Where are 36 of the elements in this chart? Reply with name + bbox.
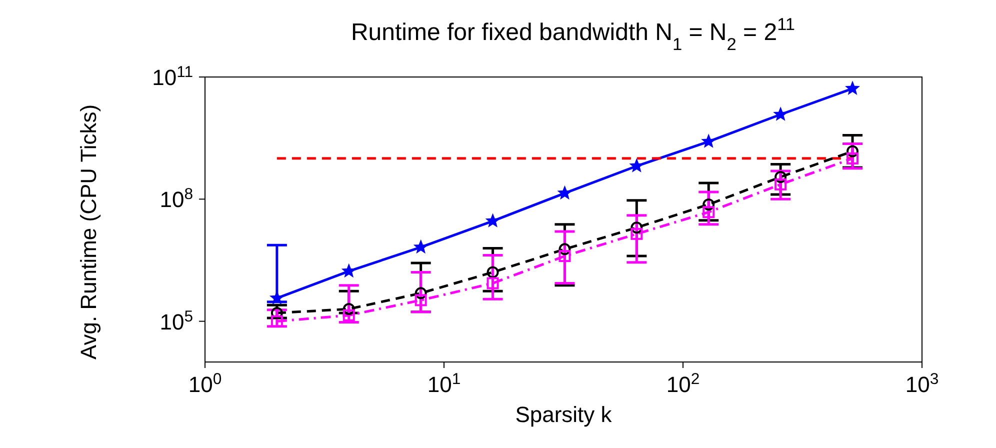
y-tick-label: 10$^{5}$ [160, 308, 194, 334]
point [702, 198, 715, 210]
x-axis-title: Sparsity k [515, 402, 613, 427]
point [558, 250, 571, 262]
point [270, 306, 283, 319]
point [486, 277, 499, 290]
point [486, 266, 499, 278]
point [342, 309, 355, 322]
point [558, 186, 572, 199]
x-tick-label: 10$^{3}$ [905, 370, 939, 397]
point [630, 159, 644, 172]
x-tick-label: 10$^{1}$ [427, 370, 461, 397]
point [558, 243, 571, 256]
x-tick-label: 10$^{2}$ [666, 370, 700, 397]
point [774, 178, 787, 190]
point [486, 214, 500, 227]
point [414, 287, 427, 300]
chart-title: Runtime for fixed bandwidth N$_{1}$ = N$_{2}$ = 2$^{11}$ [350, 14, 796, 54]
point [702, 206, 715, 218]
point [774, 107, 788, 120]
y-tick-label: 10$^{11}$ [152, 64, 194, 90]
y-tick-label: 10$^{8}$ [160, 186, 194, 212]
point [270, 291, 284, 304]
point [630, 222, 643, 234]
point [846, 145, 859, 158]
y-axis-title: Avg. Runtime (CPU Ticks) [76, 104, 101, 360]
point [846, 152, 859, 164]
point [414, 240, 428, 253]
point [774, 170, 787, 183]
point [846, 82, 860, 94]
point [414, 294, 427, 306]
point [630, 228, 643, 240]
point [342, 303, 355, 316]
point [342, 264, 356, 277]
x-tick-label: 10$^{0}$ [188, 370, 222, 397]
point [702, 134, 716, 148]
